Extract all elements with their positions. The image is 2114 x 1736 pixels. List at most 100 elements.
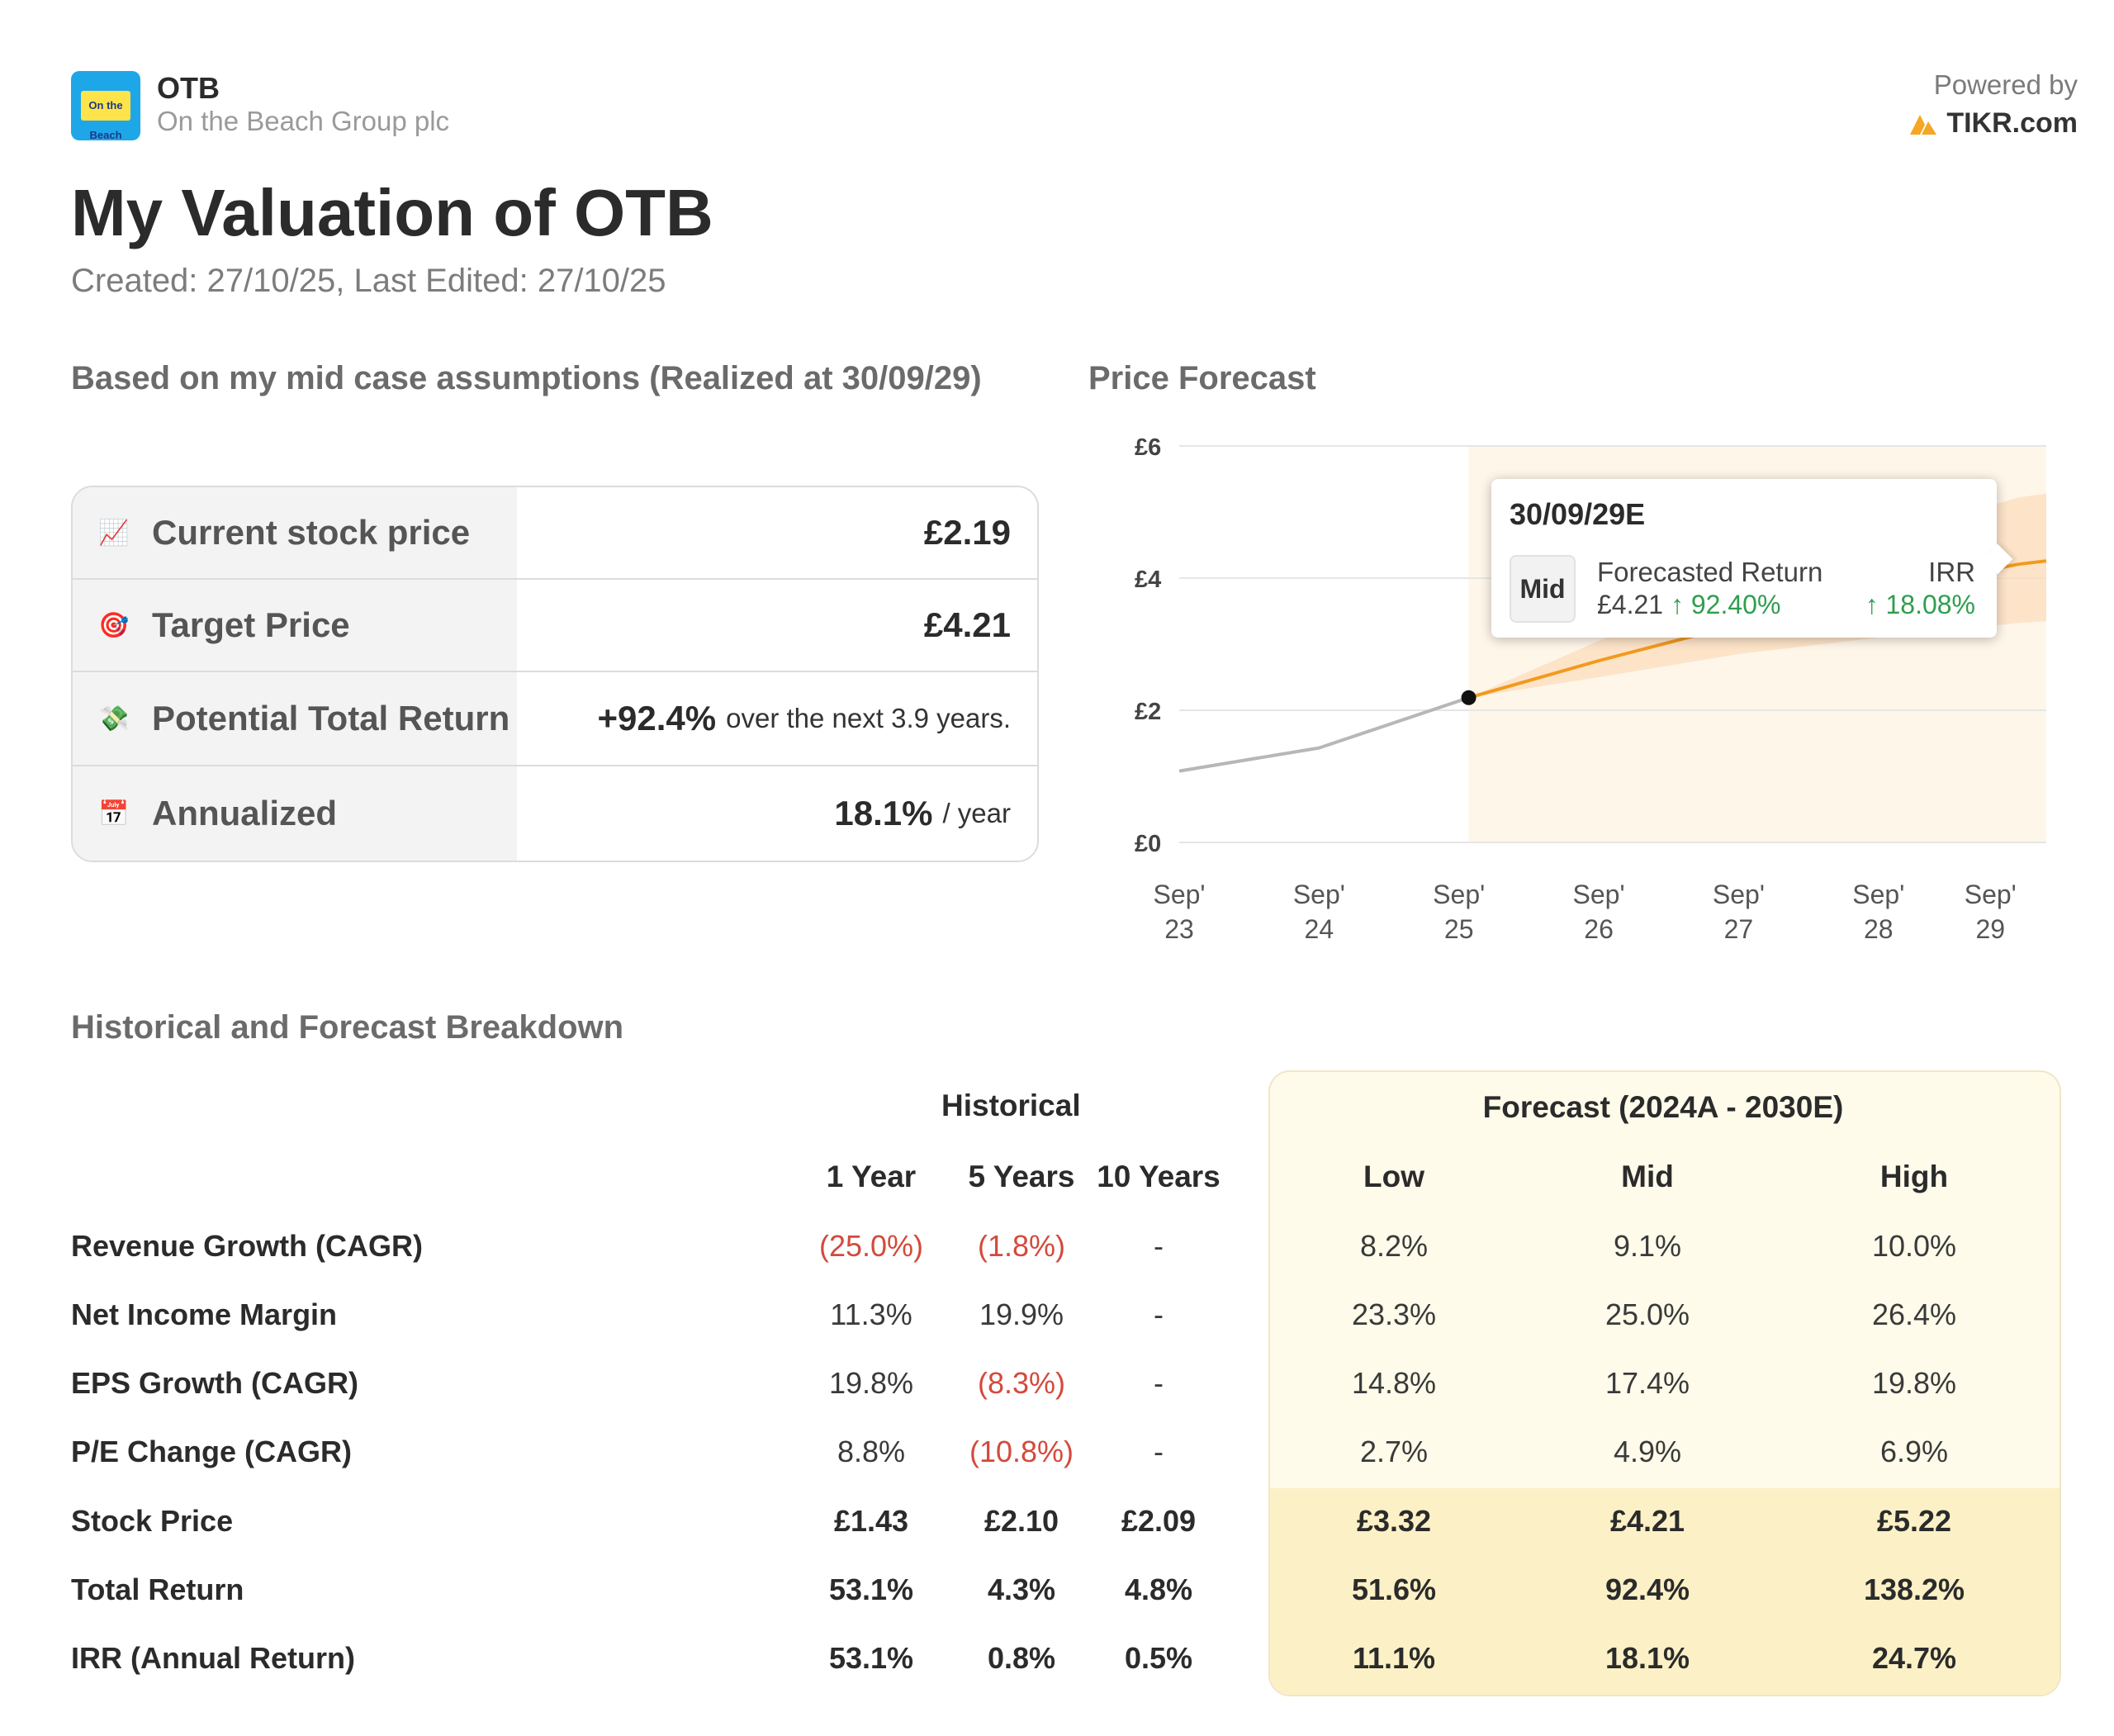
row-label: EPS Growth (CAGR): [71, 1366, 358, 1400]
table-cell: 14.8%: [1351, 1366, 1437, 1400]
table-cell: 23.3%: [1351, 1297, 1437, 1331]
x-tick-year: 23: [1164, 914, 1194, 944]
tooltip-irr-value: ↑ 18.08%: [1827, 590, 1975, 620]
summary-row-annualized: 📅 Annualized 18.1% / year: [73, 766, 1037, 861]
tooltip-date: 30/09/29E: [1510, 497, 1646, 531]
summary-card: 📈 Current stock price £2.19 🎯 Target Price…: [71, 486, 1039, 862]
summary-label: Annualized: [152, 794, 338, 832]
table-cell: 9.1%: [1613, 1229, 1682, 1263]
up-arrow-icon: ↑: [1865, 590, 1879, 619]
table-cell: 6.9%: [1879, 1435, 1949, 1468]
tooltip-return-label: Forecasted Return: [1597, 557, 1823, 587]
tikr-brand-label: TIKR.com: [1946, 107, 2078, 139]
column-header: Mid: [1621, 1160, 1674, 1193]
table-cell: -: [1154, 1297, 1164, 1331]
total-return-suffix: over the next 3.9 years.: [726, 703, 1011, 733]
summary-row-target-price: 🎯 Target Price £4.21: [73, 580, 1037, 671]
annualized-value: 18.1%: [834, 794, 933, 832]
divider: [73, 671, 1037, 672]
table-cell: (25.0%): [818, 1229, 924, 1263]
table-cell: 11.1%: [1352, 1641, 1436, 1675]
table-cell: 26.4%: [1871, 1297, 1957, 1331]
column-header: 1 Year: [826, 1160, 917, 1193]
total-return-value: +92.4%: [597, 699, 717, 738]
column-header: 5 Years: [968, 1160, 1075, 1193]
x-tick-label: Sep': [1433, 880, 1485, 909]
tooltip-price-return: £4.21 ↑ 92.40%: [1597, 590, 1780, 620]
table-cell: 53.1%: [828, 1641, 914, 1675]
y-tick-label: £4: [1135, 567, 1161, 593]
x-tick-year: 26: [1584, 914, 1614, 944]
table-cell: 17.4%: [1604, 1366, 1690, 1400]
table-cell: -: [1154, 1366, 1164, 1400]
company-logo: On the Beach: [71, 71, 140, 141]
tooltip-irr-pct: 18.08%: [1885, 590, 1975, 619]
table-cell: 0.8%: [987, 1641, 1056, 1675]
current-price-value: £2.19: [923, 513, 1011, 552]
tikr-brand[interactable]: TIKR.com: [1908, 107, 2078, 140]
row-label: Total Return: [71, 1572, 244, 1606]
column-header: Low: [1363, 1160, 1424, 1193]
table-cell: 4.9%: [1613, 1435, 1682, 1468]
divider: [73, 578, 1037, 580]
row-label: Revenue Growth (CAGR): [71, 1229, 424, 1263]
table-cell: £2.09: [1121, 1504, 1197, 1538]
table-cell: 19.9%: [979, 1297, 1064, 1331]
powered-by: Powered by: [1933, 69, 2078, 100]
table-cell: 24.7%: [1871, 1641, 1957, 1675]
annualized-suffix: / year: [942, 798, 1011, 828]
summary-label: Current stock price: [152, 513, 471, 552]
forecast-panel: [1268, 1070, 2061, 1696]
money-wings-icon: 💸: [98, 704, 130, 733]
column-header: 10 Years: [1097, 1160, 1221, 1193]
x-tick-year: 24: [1305, 914, 1334, 944]
historical-price-line: [1178, 695, 1470, 773]
table-cell: 4.3%: [987, 1572, 1056, 1606]
table-cell: -: [1154, 1435, 1164, 1468]
tikr-logo-icon: [1910, 114, 1937, 135]
row-label: P/E Change (CAGR): [71, 1435, 353, 1468]
y-tick-label: £6: [1135, 434, 1161, 461]
target-icon: 🎯: [98, 611, 130, 639]
table-cell: 25.0%: [1604, 1297, 1690, 1331]
table-cell: 10.0%: [1871, 1229, 1957, 1263]
x-tick-year: 27: [1724, 914, 1754, 944]
tooltip-irr-label: IRR: [1928, 557, 1975, 587]
table-cell: 18.1%: [1604, 1641, 1690, 1675]
table-cell: -: [1154, 1229, 1164, 1263]
table-cell: 53.1%: [828, 1572, 914, 1606]
x-tick-label: Sep': [1965, 880, 2017, 909]
table-cell: 92.4%: [1604, 1572, 1690, 1606]
table-cell: 19.8%: [1871, 1366, 1957, 1400]
table-cell: £5.22: [1876, 1504, 1952, 1538]
table-cell: 11.3%: [830, 1297, 912, 1331]
table-cell: 8.2%: [1359, 1229, 1429, 1263]
y-tick-label: £2: [1135, 699, 1161, 725]
table-cell: 51.6%: [1351, 1572, 1437, 1606]
table-cell: 2.7%: [1359, 1435, 1429, 1468]
x-tick-year: 28: [1864, 914, 1894, 944]
x-tick-year: 29: [1975, 914, 2005, 944]
breakdown-heading: Historical and Forecast Breakdown: [71, 1009, 624, 1046]
chart-title: Price Forecast: [1088, 360, 1316, 396]
created-edited-dates: Created: 27/10/25, Last Edited: 27/10/25: [71, 263, 666, 299]
chart-increasing-icon: 📈: [98, 519, 130, 547]
current-price-point: [1461, 690, 1476, 705]
table-cell: 0.5%: [1124, 1641, 1193, 1675]
summary-row-current-price: 📈 Current stock price £2.19: [73, 487, 1037, 578]
row-label: Net Income Margin: [71, 1297, 338, 1331]
table-cell: £1.43: [833, 1504, 909, 1538]
table-cell: 19.8%: [828, 1366, 914, 1400]
ticker: OTB: [157, 71, 220, 105]
row-label: Stock Price: [71, 1504, 234, 1538]
page-title: My Valuation of OTB: [71, 176, 713, 249]
x-tick-label: Sep': [1573, 880, 1625, 909]
column-header: High: [1879, 1160, 1949, 1193]
target-price-value: £4.21: [923, 605, 1011, 644]
table-cell: (1.8%): [977, 1229, 1066, 1263]
x-tick-label: Sep': [1852, 880, 1904, 909]
table-cell: 8.8%: [837, 1435, 906, 1468]
chart-tooltip: 30/09/29E Mid Forecasted Return £4.21 ↑ …: [1491, 479, 2013, 638]
summary-label: Potential Total Return: [152, 699, 510, 738]
table-cell: (8.3%): [977, 1366, 1066, 1400]
